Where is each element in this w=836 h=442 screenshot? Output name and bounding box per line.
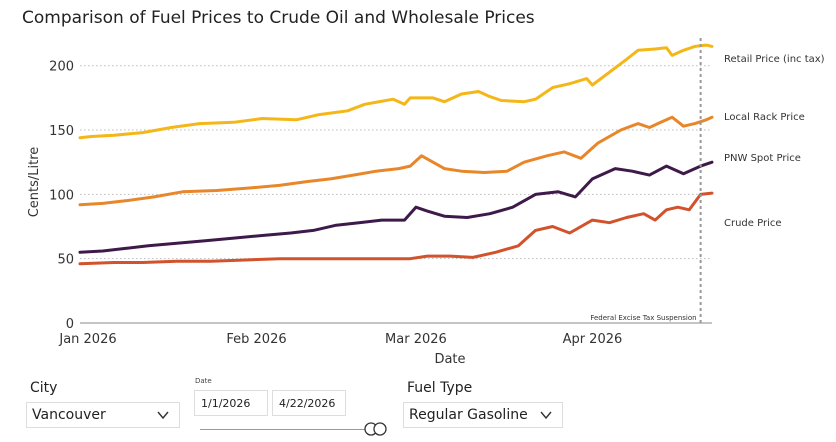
date-start-input[interactable]: 1/1/2026 [194, 390, 268, 416]
y-tick-label: 200 [49, 60, 74, 75]
series-end-labels: Retail Price (inc tax) Local Rack Price PN… [724, 54, 825, 229]
city-dropdown[interactable]: Vancouver [26, 402, 180, 428]
x-tick-labels: Jan 2026 Feb 2026 Mar 2026 Apr 2026 [58, 332, 622, 347]
chevron-down-icon [540, 411, 552, 420]
series-lines [78, 43, 714, 266]
date-end-input[interactable]: 4/22/2026 [272, 390, 346, 416]
excise-tax-annotation: Federal Excise Tax Suspension [590, 314, 696, 322]
city-label: City [30, 380, 58, 396]
y-axis-label: Cents/Litre [27, 147, 42, 218]
chart-title: Comparison of Fuel Prices to Crude Oil a… [22, 8, 535, 28]
series-line [78, 43, 714, 140]
x-tick-label: Jan 2026 [58, 332, 116, 347]
x-axis-label: Date [434, 352, 465, 367]
series-line [78, 115, 714, 207]
x-tick-label: Apr 2026 [563, 332, 623, 347]
y-tick-label: 100 [49, 188, 74, 203]
fuel-type-label: Fuel Type [407, 380, 473, 396]
series-label: Retail Price (inc tax) [724, 54, 825, 65]
y-tick-labels: 0 50 100 150 200 [49, 60, 74, 332]
x-tick-label: Mar 2026 [385, 332, 447, 347]
series-label: Local Rack Price [724, 112, 805, 123]
y-tick-label: 150 [49, 124, 74, 139]
slider-handle-icon[interactable] [364, 421, 388, 437]
x-tick-label: Feb 2026 [226, 332, 286, 347]
series-label: Crude Price [724, 218, 782, 229]
date-label: Date [195, 377, 212, 385]
series-label: PNW Spot Price [724, 153, 801, 164]
y-tick-label: 50 [57, 253, 74, 268]
y-tick-label: 0 [66, 317, 74, 332]
city-dropdown-value: Vancouver [32, 407, 106, 423]
series-line [78, 191, 714, 266]
line-chart: 0 50 100 150 200 Jan 2026 Feb 2026 Mar 2026 Apr… [27, 38, 825, 367]
fuel-type-dropdown[interactable]: Regular Gasoline [403, 402, 563, 428]
chevron-down-icon [157, 411, 169, 420]
date-slider-track[interactable] [200, 429, 376, 430]
fuel-type-dropdown-value: Regular Gasoline [409, 407, 528, 423]
series-line [78, 160, 714, 254]
